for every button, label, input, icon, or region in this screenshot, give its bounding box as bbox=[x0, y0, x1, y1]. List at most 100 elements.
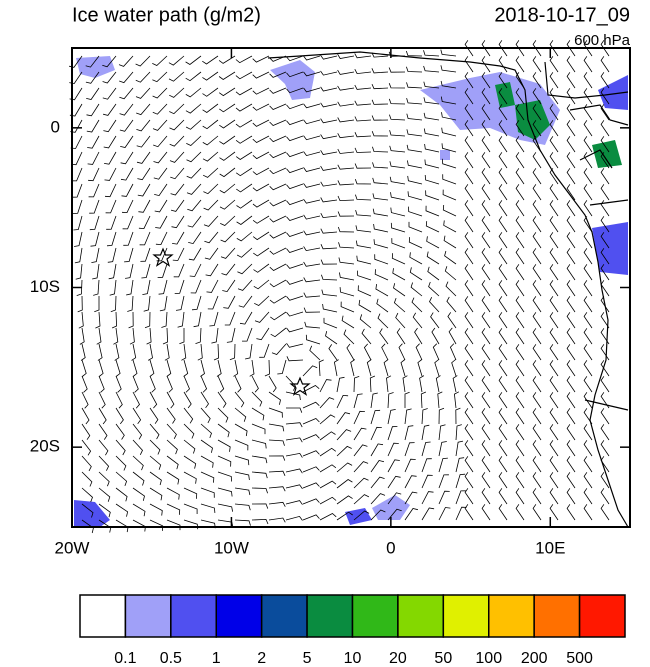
wind-barb bbox=[166, 375, 173, 393]
wind-barb bbox=[106, 231, 117, 247]
wind-barb bbox=[321, 289, 338, 297]
wind-barb bbox=[285, 391, 301, 401]
wind-barb bbox=[183, 423, 195, 439]
wind-barb bbox=[320, 70, 338, 76]
wind-barb bbox=[102, 55, 117, 68]
wind-barb bbox=[583, 472, 593, 489]
wind-barb bbox=[464, 216, 474, 233]
colorbar-box bbox=[79, 594, 127, 638]
wind-barb bbox=[170, 183, 185, 196]
wind-barb bbox=[354, 100, 372, 106]
wind-barb bbox=[464, 328, 474, 345]
wind-barb bbox=[451, 359, 457, 377]
wind-barb bbox=[355, 194, 372, 201]
wind-barb bbox=[81, 423, 91, 440]
wind-barb bbox=[286, 247, 304, 253]
wind-barb bbox=[498, 40, 508, 57]
wind-barb bbox=[226, 327, 236, 343]
wind-barb bbox=[81, 519, 94, 534]
wind-barb bbox=[481, 456, 491, 473]
wind-barb bbox=[202, 103, 219, 113]
wind-barb bbox=[389, 161, 406, 169]
wind-barb bbox=[481, 120, 491, 137]
wind-barb bbox=[549, 360, 559, 377]
wind-barb bbox=[149, 391, 158, 409]
y-tick-label: 0 bbox=[51, 117, 60, 136]
wind-barb bbox=[407, 191, 423, 201]
wind-barb bbox=[120, 151, 134, 165]
wind-barb bbox=[200, 455, 214, 468]
wind-barb bbox=[234, 375, 242, 393]
wind-barb bbox=[515, 280, 525, 297]
wind-barb bbox=[428, 281, 440, 297]
wind-barb bbox=[515, 328, 525, 345]
wind-barb bbox=[166, 519, 181, 531]
wind-barb bbox=[464, 312, 474, 329]
wind-barb bbox=[481, 136, 491, 153]
wind-barb bbox=[447, 312, 457, 329]
wind-barb bbox=[532, 56, 542, 73]
wind-barb bbox=[319, 379, 332, 393]
wind-barb bbox=[583, 504, 593, 521]
wind-barb bbox=[213, 343, 220, 361]
wind-barb bbox=[336, 495, 353, 505]
wind-barb bbox=[515, 88, 525, 105]
wind-barb bbox=[600, 136, 610, 153]
wind-barb bbox=[234, 407, 247, 422]
wind-barb bbox=[583, 296, 593, 313]
wind-barb bbox=[464, 488, 474, 505]
wind-barb bbox=[361, 328, 372, 345]
wind-barb bbox=[253, 247, 270, 257]
wind-barb bbox=[120, 135, 134, 148]
wind-barb bbox=[449, 343, 457, 361]
wind-barb bbox=[549, 120, 559, 137]
wind-barb bbox=[337, 85, 355, 91]
wind-barb bbox=[498, 440, 508, 457]
wind-barb bbox=[207, 295, 219, 310]
wind-barb bbox=[286, 135, 304, 142]
wind-barb bbox=[268, 455, 286, 461]
wind-barb bbox=[319, 480, 337, 489]
wind-barb bbox=[566, 88, 576, 105]
x-tick-label: 10W bbox=[214, 538, 249, 557]
wind-barb bbox=[515, 472, 525, 489]
wind-barb bbox=[444, 250, 457, 265]
wind-barb bbox=[532, 408, 542, 425]
wind-barb bbox=[464, 136, 474, 153]
wind-barb bbox=[268, 407, 283, 418]
wind-barb bbox=[423, 128, 440, 137]
wind-barb bbox=[252, 71, 270, 79]
wind-barb bbox=[354, 69, 372, 75]
wind-barb bbox=[320, 244, 338, 250]
wind-barb bbox=[128, 311, 134, 329]
wind-barb bbox=[441, 143, 457, 153]
wind-barb bbox=[532, 328, 542, 345]
wind-barb bbox=[566, 344, 576, 361]
wind-barb bbox=[136, 103, 151, 116]
wind-barb bbox=[87, 151, 100, 165]
wind-barb bbox=[481, 200, 491, 217]
wind-barb bbox=[549, 152, 559, 169]
wind-barb bbox=[390, 192, 406, 201]
wind-barb bbox=[269, 199, 287, 207]
wind-barb bbox=[218, 87, 236, 97]
wind-barb bbox=[302, 365, 318, 377]
wind-barb bbox=[583, 152, 593, 169]
wind-barb bbox=[370, 509, 386, 521]
wind-barb bbox=[303, 55, 321, 61]
wind-barb bbox=[132, 471, 145, 486]
wind-barb bbox=[303, 230, 321, 236]
wind-barb bbox=[154, 183, 168, 197]
wind-barb bbox=[197, 343, 203, 361]
wind-barb bbox=[515, 504, 525, 521]
wind-barb bbox=[464, 264, 474, 281]
wind-barb bbox=[172, 231, 185, 245]
wind-barb bbox=[392, 268, 406, 281]
wind-barb bbox=[498, 360, 508, 377]
wind-barb bbox=[234, 503, 251, 511]
wind-barb bbox=[481, 504, 491, 521]
wind-barb bbox=[421, 408, 428, 425]
wind-barb bbox=[98, 391, 106, 409]
wind-barb bbox=[323, 317, 338, 329]
wind-barb bbox=[252, 151, 270, 160]
